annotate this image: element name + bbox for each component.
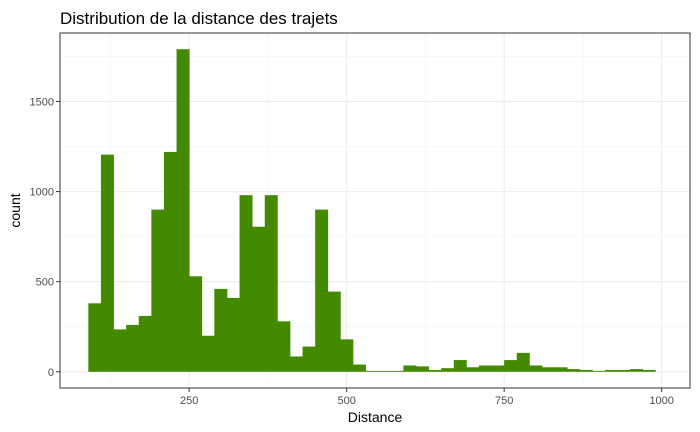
x-tick-label: 750 xyxy=(495,395,513,407)
histogram-bar xyxy=(201,335,215,372)
histogram-bar xyxy=(630,369,644,372)
histogram-bar xyxy=(138,315,152,372)
chart-title: Distribution de la distance des trajets xyxy=(60,9,338,28)
histogram-bar xyxy=(604,369,618,372)
histogram-bars xyxy=(88,49,656,372)
histogram-bar xyxy=(390,370,404,372)
histogram-bar xyxy=(277,321,291,372)
histogram-bar xyxy=(239,195,253,372)
x-tick-label: 500 xyxy=(337,395,355,407)
histogram-bar xyxy=(126,324,140,372)
histogram-bar xyxy=(151,209,165,372)
histogram-bar xyxy=(226,297,240,372)
histogram-bar xyxy=(302,346,316,372)
histogram-bar xyxy=(516,352,530,372)
histogram-bar xyxy=(100,154,114,372)
histogram-bar xyxy=(642,369,656,372)
histogram-bar xyxy=(340,339,354,372)
y-tick-label: 1000 xyxy=(30,187,54,199)
histogram-bar xyxy=(541,367,555,372)
histogram-bar xyxy=(176,49,190,372)
y-tick-label: 500 xyxy=(36,277,54,289)
histogram-bar xyxy=(189,276,203,372)
histogram-bar xyxy=(163,151,177,372)
histogram-bar xyxy=(466,367,480,372)
histogram-bar xyxy=(113,329,127,372)
histogram-bar xyxy=(378,370,392,372)
histogram-bar xyxy=(554,367,568,372)
histogram-bar xyxy=(592,370,606,372)
histogram-bar xyxy=(441,368,455,372)
histogram-bar xyxy=(415,366,429,372)
histogram-bar xyxy=(214,288,228,372)
histogram-bar xyxy=(352,364,366,372)
y-tick-label: 1500 xyxy=(30,96,54,108)
histogram-bar xyxy=(252,226,266,372)
histogram-bar xyxy=(491,365,505,372)
y-tick-label: 0 xyxy=(48,367,54,379)
histogram-bar xyxy=(264,195,278,372)
x-axis: 250 500 750 1000 xyxy=(180,388,674,407)
y-axis: 0 500 1000 1500 xyxy=(30,96,60,379)
x-tick-label: 1000 xyxy=(649,395,673,407)
histogram-bar xyxy=(504,360,518,372)
plot-panel xyxy=(59,32,691,389)
x-tick-label: 250 xyxy=(180,395,198,407)
histogram-bar xyxy=(365,370,379,372)
histogram-bar xyxy=(88,303,102,372)
histogram-bar xyxy=(617,369,631,372)
histogram-bar xyxy=(403,365,417,372)
histogram-bar xyxy=(529,365,543,372)
histogram-bar xyxy=(327,291,341,372)
histogram-bar xyxy=(579,369,593,372)
histogram-bar xyxy=(567,369,581,372)
histogram-bar xyxy=(289,356,303,372)
histogram-bar xyxy=(315,209,329,372)
x-axis-title: Distance xyxy=(348,409,403,425)
histogram-bar xyxy=(453,360,467,372)
histogram-bar xyxy=(428,369,442,372)
y-axis-title: count xyxy=(7,193,23,227)
histogram-bar xyxy=(478,365,492,372)
